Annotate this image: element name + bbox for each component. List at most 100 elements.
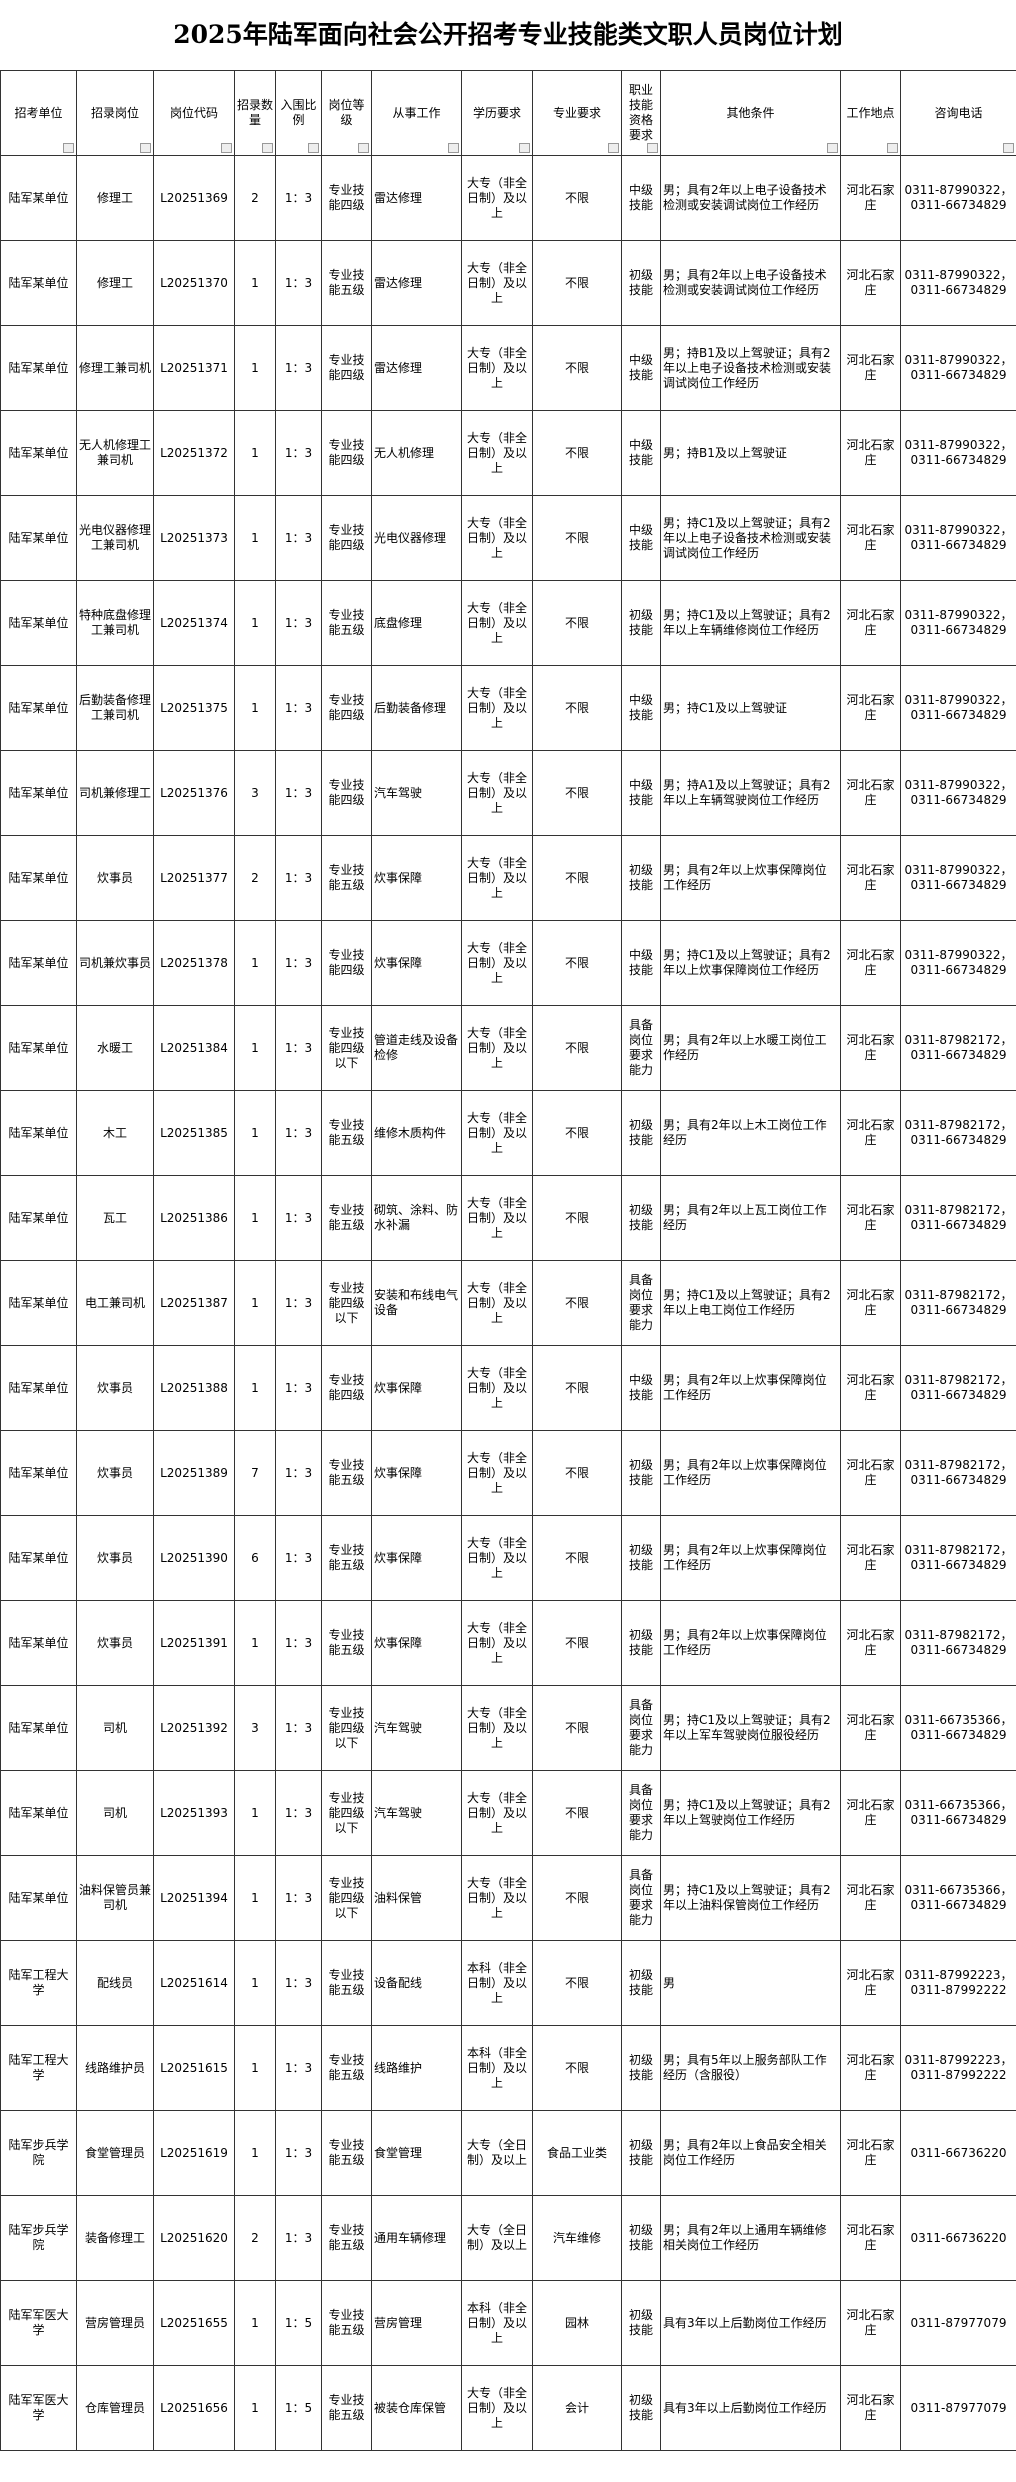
table-cell: 陆军某单位 (0, 920, 77, 1006)
table-cell: 1：3 (275, 1600, 322, 1686)
table-cell: 2 (234, 155, 276, 241)
table-cell: 男；具有2年以上炊事保障岗位工作经历 (660, 1430, 841, 1516)
table-cell: 0311-87990322，0311-66734829 (900, 325, 1016, 411)
table-cell: 陆军某单位 (0, 835, 77, 921)
table-cell: 1：3 (275, 1430, 322, 1516)
table-cell: 中级技能 (621, 1345, 661, 1431)
table-cell: 专业技能五级 (321, 1090, 372, 1176)
table-row: 陆军某单位 油料保管员兼司机 L20251394 1 1：3 专业技能四级以下 油料保管 大专… (0, 1855, 1016, 1941)
table-cell: 男；具有2年以上炊事保障岗位工作经历 (660, 1600, 841, 1686)
table-cell: 本科（非全日制）及以上 (461, 2025, 533, 2111)
table-cell: 大专（全日制）及以上 (461, 2195, 533, 2281)
table-cell: 0311-87977079 (900, 2365, 1016, 2451)
table-cell: 专业技能四级 (321, 920, 372, 1006)
table-row: 陆军某单位 炊事员 L20251390 6 1：3 专业技能五级 炊事保障 大专（非全日制）及… (0, 1515, 1016, 1601)
table-cell: L20251619 (153, 2110, 235, 2196)
table-row: 陆军某单位 司机 L20251392 3 1：3 专业技能四级以下 汽车驾驶 大专（非全日制）… (0, 1685, 1016, 1771)
table-cell: 后勤装备修理工兼司机 (76, 665, 154, 751)
table-cell: 本科（非全日制）及以上 (461, 2280, 533, 2366)
column-header: 学历要求 (461, 70, 533, 156)
column-header: 咨询电话 (900, 70, 1016, 156)
table-cell: 不限 (532, 1685, 622, 1771)
table-cell: 1 (234, 1090, 276, 1176)
table-cell: 后勤装备修理 (371, 665, 462, 751)
column-header: 入围比例 (275, 70, 322, 156)
table-cell: L20251377 (153, 835, 235, 921)
table-cell: 河北石家庄 (840, 240, 901, 326)
table-cell: 食品工业类 (532, 2110, 622, 2196)
table-row: 陆军某单位 光电仪器修理工兼司机 L20251373 1 1：3 专业技能四级 光电仪器修理… (0, 495, 1016, 581)
table-row: 陆军某单位 炊事员 L20251391 1 1：3 专业技能五级 炊事保障 大专（非全日制）及… (0, 1600, 1016, 1686)
table-cell: 大专（非全日制）及以上 (461, 1090, 533, 1176)
table-cell: 专业技能五级 (321, 2025, 372, 2111)
table-cell: 具备岗位要求能力 (621, 1855, 661, 1941)
table-cell: 男；具有5年以上服务部队工作经历（含服役） (660, 2025, 841, 2111)
table-row: 陆军军医大学 仓库管理员 L20251656 1 1：5 专业技能五级 被装仓库保管 大专（非… (0, 2365, 1016, 2451)
table-cell: 通用车辆修理 (371, 2195, 462, 2281)
table-cell: 1：3 (275, 2110, 322, 2196)
table-cell: 园林 (532, 2280, 622, 2366)
table-cell: 河北石家庄 (840, 1770, 901, 1856)
table-cell: 男；持C1及以上驾驶证；具有2年以上车辆维修岗位工作经历 (660, 580, 841, 666)
table-cell: 专业技能五级 (321, 580, 372, 666)
table-cell: 营房管理 (371, 2280, 462, 2366)
table-cell: 配线员 (76, 1940, 154, 2026)
table-cell: 0311-66735366，0311-66734829 (900, 1685, 1016, 1771)
table-cell: 线路维护员 (76, 2025, 154, 2111)
table-cell: 大专（非全日制）及以上 (461, 240, 533, 326)
table-cell: 1 (234, 495, 276, 581)
table-cell: 1 (234, 1940, 276, 2026)
table-cell: 陆军步兵学院 (0, 2110, 77, 2196)
table-cell: 河北石家庄 (840, 750, 901, 836)
table-cell: L20251390 (153, 1515, 235, 1601)
table-cell: 男；持C1及以上驾驶证；具有2年以上驾驶岗位工作经历 (660, 1770, 841, 1856)
table-cell: 0311-66736220 (900, 2195, 1016, 2281)
table-cell: 1 (234, 325, 276, 411)
table-cell: 1 (234, 2110, 276, 2196)
table-cell: 营房管理员 (76, 2280, 154, 2366)
table-cell: 1 (234, 1260, 276, 1346)
column-header: 招录岗位 (76, 70, 154, 156)
table-cell: 1 (234, 1770, 276, 1856)
table-cell: 陆军步兵学院 (0, 2195, 77, 2281)
table-cell: 油料保管 (371, 1855, 462, 1941)
table-cell: 大专（非全日制）及以上 (461, 1345, 533, 1431)
table-cell: 初级技能 (621, 1515, 661, 1601)
table-cell: 中级技能 (621, 495, 661, 581)
table-cell: 汽车驾驶 (371, 750, 462, 836)
table-cell: 河北石家庄 (840, 1430, 901, 1516)
table-cell: 专业技能四级 (321, 410, 372, 496)
table-cell: 大专（非全日制）及以上 (461, 325, 533, 411)
table-cell: 1 (234, 2280, 276, 2366)
column-header: 工作地点 (840, 70, 901, 156)
table-cell: 炊事员 (76, 1345, 154, 1431)
table-cell: 陆军某单位 (0, 665, 77, 751)
table-cell: 1：3 (275, 665, 322, 751)
table-cell: 不限 (532, 750, 622, 836)
table-cell: 专业技能四级 (321, 1345, 372, 1431)
table-cell: L20251387 (153, 1260, 235, 1346)
table-cell: 男；持C1及以上驾驶证；具有2年以上电子设备技术检测或安装调试岗位工作经历 (660, 495, 841, 581)
table-cell: 电工兼司机 (76, 1260, 154, 1346)
table-cell: 不限 (532, 835, 622, 921)
table-cell: 0311-87990322，0311-66734829 (900, 920, 1016, 1006)
table-cell: 不限 (532, 1855, 622, 1941)
table-cell: L20251384 (153, 1005, 235, 1091)
table-cell: 1 (234, 1175, 276, 1261)
table-cell: 河北石家庄 (840, 1940, 901, 2026)
job-table: 招考单位 招录岗位 岗位代码 招录数量 入围比例 岗位等级 从事工作 学历要求 专业要求 职业技能… (0, 70, 1016, 2451)
table-cell: 0311-87982172，0311-66734829 (900, 1005, 1016, 1091)
table-cell: 大专（非全日制）及以上 (461, 1430, 533, 1516)
table-cell: 不限 (532, 665, 622, 751)
table-cell: 陆军某单位 (0, 1855, 77, 1941)
table-cell: 1：3 (275, 1005, 322, 1091)
table-cell: 1：3 (275, 1940, 322, 2026)
table-cell: 中级技能 (621, 665, 661, 751)
column-header: 招考单位 (0, 70, 77, 156)
table-cell: 不限 (532, 920, 622, 1006)
table-cell: L20251393 (153, 1770, 235, 1856)
table-cell: 河北石家庄 (840, 1515, 901, 1601)
table-row: 陆军某单位 水暖工 L20251384 1 1：3 专业技能四级以下 管道走线及设备检修 大专… (0, 1005, 1016, 1091)
table-cell: 特种底盘修理工兼司机 (76, 580, 154, 666)
table-cell: 男；持B1及以上驾驶证 (660, 410, 841, 496)
